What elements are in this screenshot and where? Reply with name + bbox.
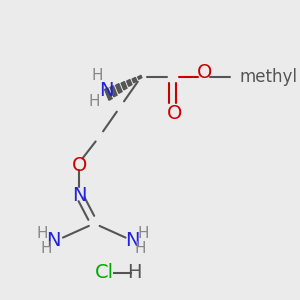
Text: N: N xyxy=(125,231,140,250)
Text: N: N xyxy=(73,186,87,205)
Text: methyl: methyl xyxy=(239,68,298,85)
Text: O: O xyxy=(167,104,182,123)
Text: H: H xyxy=(37,226,48,241)
Text: H: H xyxy=(88,94,100,109)
Polygon shape xyxy=(127,80,132,86)
Polygon shape xyxy=(110,86,117,97)
Text: N: N xyxy=(99,80,113,100)
Polygon shape xyxy=(138,75,142,79)
Text: H: H xyxy=(137,226,149,241)
Polygon shape xyxy=(116,84,122,93)
Text: O: O xyxy=(72,156,88,175)
Polygon shape xyxy=(132,77,137,83)
Text: H: H xyxy=(134,241,146,256)
Text: N: N xyxy=(46,231,61,250)
Text: H: H xyxy=(91,68,103,82)
Text: O: O xyxy=(196,63,212,82)
Text: Cl: Cl xyxy=(95,263,114,283)
Text: H: H xyxy=(40,241,52,256)
Polygon shape xyxy=(121,82,127,90)
Text: H: H xyxy=(128,263,142,283)
Polygon shape xyxy=(105,88,112,100)
